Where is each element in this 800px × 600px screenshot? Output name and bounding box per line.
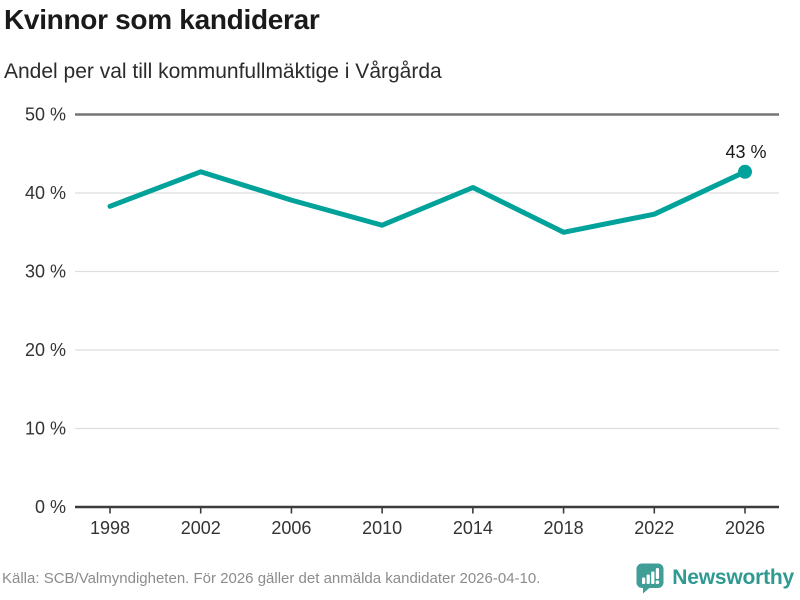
source-note: Källa: SCB/Valmyndigheten. För 2026 gäll… [2,569,541,587]
y-tick-label: 10 % [25,419,66,439]
chart-subtitle: Andel per val till kommunfullmäktige i V… [4,60,442,83]
newsworthy-logo: Newsworthy [635,562,794,594]
y-tick-label: 50 % [25,105,66,125]
newsworthy-wordmark: Newsworthy [672,566,794,589]
x-tick-label: 1998 [90,518,130,538]
newsworthy-icon [636,563,664,594]
y-tick-label: 0 % [35,497,66,517]
series-line [107,169,748,235]
y-tick-label: 30 % [25,262,66,282]
y-tick-label: 40 % [25,183,66,203]
end-point-label: 43 % [725,142,766,162]
x-tick-label: 2026 [725,518,765,538]
end-point-dot [738,164,752,179]
x-tick-label: 2006 [271,518,311,538]
footer: Källa: SCB/Valmyndigheten. För 2026 gäll… [2,560,794,596]
x-tick-label: 2018 [544,518,584,538]
y-tick-label: 20 % [25,340,66,360]
x-tick-label: 2002 [181,518,221,538]
x-tick-label: 2010 [362,518,402,538]
x-tick-label: 2014 [453,518,493,538]
x-tick-label: 2022 [634,518,674,538]
chart-title: Kvinnor som kandiderar [4,4,320,35]
